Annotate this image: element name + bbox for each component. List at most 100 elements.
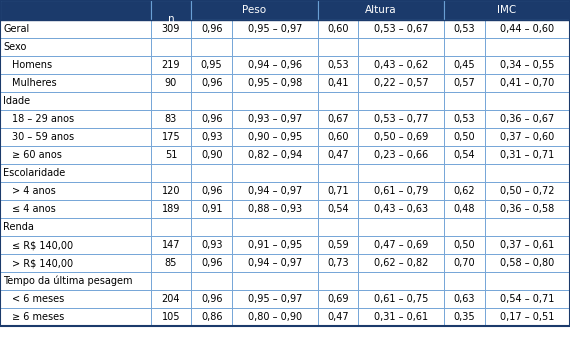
Text: 309: 309 (162, 24, 180, 34)
Text: 0,41: 0,41 (327, 78, 349, 88)
Bar (232, 20, 317, 38)
Bar (150, 20, 192, 38)
Text: 0,71: 0,71 (327, 186, 349, 196)
Bar (192, 272, 232, 290)
Text: 189: 189 (162, 204, 180, 214)
Text: 0,53 – 0,67: 0,53 – 0,67 (374, 24, 428, 34)
Text: 0,91: 0,91 (201, 204, 222, 214)
Bar (150, 74, 192, 92)
Text: 0,54: 0,54 (327, 204, 349, 214)
Bar (150, 110, 192, 128)
Bar (317, 20, 359, 38)
Bar (484, 290, 570, 308)
Bar (317, 0, 444, 20)
Text: 0,96: 0,96 (201, 258, 222, 268)
Text: 0,31 – 0,61: 0,31 – 0,61 (374, 312, 428, 322)
Bar (232, 110, 317, 128)
Bar (0, 182, 150, 200)
Bar (484, 128, 570, 146)
Bar (444, 164, 484, 182)
Bar (359, 272, 444, 290)
Text: 0,62 – 0,82: 0,62 – 0,82 (374, 258, 428, 268)
Bar (232, 128, 317, 146)
Bar (359, 218, 444, 236)
Bar (317, 110, 359, 128)
Text: Tempo da última pesagem: Tempo da última pesagem (3, 276, 132, 286)
Text: 0,37 – 0,61: 0,37 – 0,61 (500, 240, 555, 250)
Bar (192, 308, 232, 326)
Bar (317, 182, 359, 200)
Bar (359, 164, 444, 182)
Bar (359, 308, 444, 326)
Bar (444, 74, 484, 92)
Bar (192, 218, 232, 236)
Bar (484, 272, 570, 290)
Bar (0, 128, 150, 146)
Bar (484, 20, 570, 38)
Bar (0, 254, 150, 272)
Bar (150, 254, 192, 272)
Bar (232, 74, 317, 92)
Bar (484, 308, 570, 326)
Bar (359, 92, 444, 110)
Text: 0,69: 0,69 (327, 294, 349, 304)
Bar (0, 38, 150, 56)
Text: 51: 51 (165, 150, 177, 160)
Text: 0,86: 0,86 (201, 312, 222, 322)
Text: 0,54: 0,54 (453, 150, 475, 160)
Bar (444, 254, 484, 272)
Bar (232, 182, 317, 200)
Text: IC95%: IC95% (258, 24, 291, 34)
Bar (0, 74, 150, 92)
Bar (359, 20, 444, 38)
Text: 204: 204 (162, 294, 180, 304)
Text: 0,61 – 0,75: 0,61 – 0,75 (374, 294, 428, 304)
Bar (232, 38, 317, 56)
Bar (150, 146, 192, 164)
Bar (484, 38, 570, 56)
Text: 0,94 – 0,97: 0,94 – 0,97 (248, 186, 302, 196)
Text: 0,35: 0,35 (453, 312, 475, 322)
Bar (359, 290, 444, 308)
Bar (232, 164, 317, 182)
Bar (359, 56, 444, 74)
Bar (317, 92, 359, 110)
Text: 0,50 – 0,69: 0,50 – 0,69 (374, 132, 428, 142)
Bar (0, 0, 150, 38)
Text: IC95%: IC95% (384, 24, 418, 34)
Bar (484, 182, 570, 200)
Bar (359, 254, 444, 272)
Bar (232, 200, 317, 218)
Text: IMC: IMC (497, 5, 516, 15)
Bar (359, 236, 444, 254)
Text: 0,50: 0,50 (453, 240, 475, 250)
Bar (359, 20, 444, 38)
Text: 90: 90 (165, 78, 177, 88)
Text: 219: 219 (162, 60, 180, 70)
Bar (192, 38, 232, 56)
Text: 0,57: 0,57 (453, 78, 475, 88)
Bar (484, 92, 570, 110)
Bar (0, 56, 150, 74)
Bar (192, 182, 232, 200)
Bar (484, 254, 570, 272)
Bar (0, 20, 150, 38)
Bar (484, 20, 570, 38)
Text: 0,61 – 0,79: 0,61 – 0,79 (374, 186, 428, 196)
Bar (359, 146, 444, 164)
Bar (0, 272, 150, 290)
Bar (192, 74, 232, 92)
Bar (317, 20, 359, 38)
Text: 0,59: 0,59 (327, 240, 349, 250)
Text: 0,93: 0,93 (201, 240, 222, 250)
Text: 0,93 – 0,97: 0,93 – 0,97 (248, 114, 302, 124)
Bar (192, 164, 232, 182)
Text: 0,45: 0,45 (453, 60, 475, 70)
Text: 0,67: 0,67 (327, 114, 349, 124)
Bar (192, 0, 317, 20)
Text: ≤ R$ 140,00: ≤ R$ 140,00 (12, 240, 73, 250)
Bar (444, 146, 484, 164)
Bar (232, 236, 317, 254)
Bar (232, 146, 317, 164)
Text: 0,53: 0,53 (453, 24, 475, 34)
